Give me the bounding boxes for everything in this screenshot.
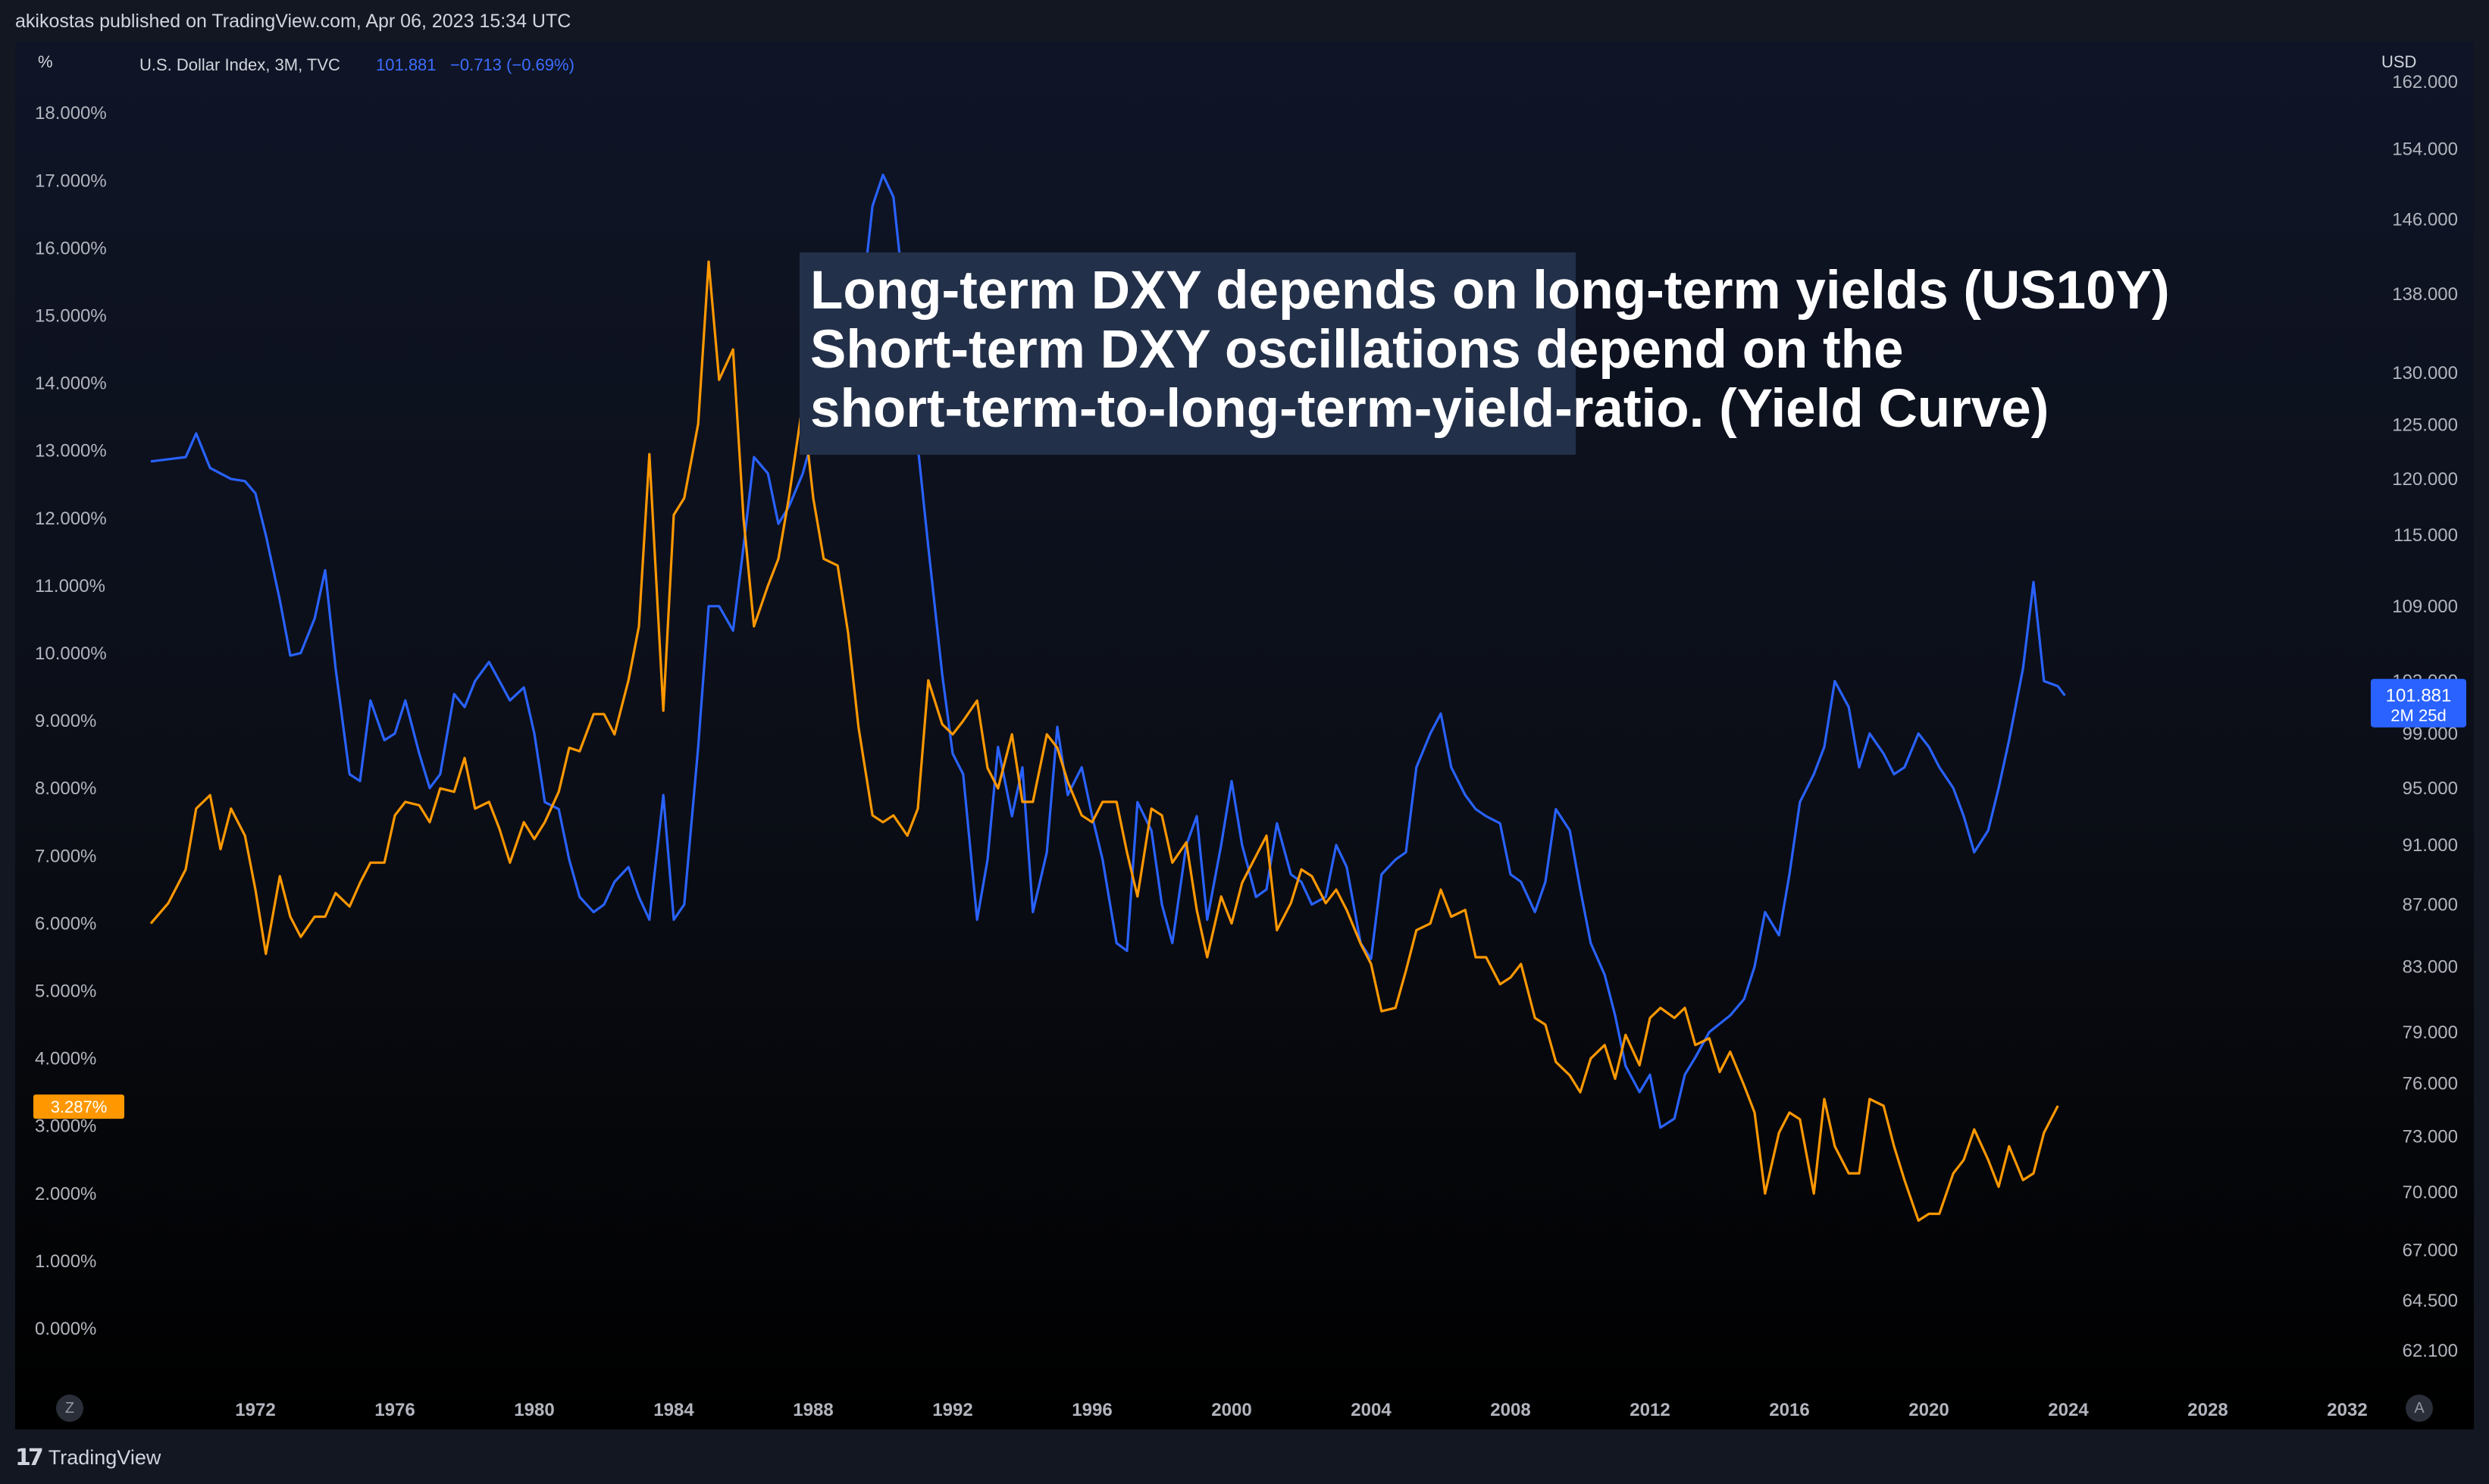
time-tick-label: 1976 bbox=[374, 1400, 415, 1420]
chart-svg[interactable]: 18.000% 17.000% 16.000% 15.000% 14.000% 13.00… bbox=[15, 8, 2474, 1429]
left-tick-label: 15.000% bbox=[35, 306, 107, 327]
time-tick-label: 2008 bbox=[1490, 1400, 1530, 1420]
left-tick-label: 13.000% bbox=[35, 441, 107, 462]
time-tick-label: 2032 bbox=[2327, 1400, 2367, 1420]
time-tick-label: 1988 bbox=[793, 1400, 833, 1420]
right-tick-label: 138.000 bbox=[2392, 284, 2458, 305]
left-tick-label: 0.000% bbox=[35, 1319, 96, 1339]
left-tick-label: 16.000% bbox=[35, 238, 107, 258]
right-axis-unit: USD bbox=[2381, 52, 2416, 71]
right-tick-label: 146.000 bbox=[2392, 210, 2458, 230]
series-line-us10y[interactable] bbox=[149, 260, 2059, 1222]
left-tick-label: 11.000% bbox=[35, 576, 105, 596]
us10y-last-price-label: 3.287% bbox=[51, 1097, 108, 1116]
right-tick-label: 109.000 bbox=[2392, 596, 2458, 617]
published-info: akikostas published on TradingView.com, … bbox=[15, 11, 571, 32]
series-layer bbox=[149, 174, 2066, 1222]
time-tick-label: 1996 bbox=[1072, 1400, 1112, 1420]
time-tick-label: 2004 bbox=[1351, 1400, 1392, 1420]
right-tick-label: 130.000 bbox=[2392, 363, 2458, 384]
left-price-axis[interactable]: 18.000% 17.000% 16.000% 15.000% 14.000% 13.00… bbox=[35, 103, 107, 1339]
dxy-last-price-box bbox=[2371, 678, 2466, 728]
right-price-axis[interactable]: 170.000162.000154.000146.000138.000130.0… bbox=[2392, 8, 2458, 1361]
auto-scale-left-button[interactable]: Z bbox=[56, 1395, 83, 1422]
right-tick-label: 79.000 bbox=[2403, 1022, 2458, 1043]
auto-scale-right-button[interactable]: A bbox=[2406, 1395, 2433, 1422]
top-bar: akikostas published on TradingView.com, … bbox=[0, 0, 2489, 42]
left-tick-label: 2.000% bbox=[35, 1184, 96, 1204]
time-tick-label: 2028 bbox=[2187, 1400, 2228, 1420]
time-tick-label: 2000 bbox=[1211, 1400, 1251, 1420]
left-tick-label: 14.000% bbox=[35, 374, 107, 394]
left-tick-label: 9.000% bbox=[35, 711, 96, 731]
time-tick-label: 2024 bbox=[2048, 1400, 2089, 1420]
left-tick-label: 18.000% bbox=[35, 103, 107, 124]
chart-area[interactable]: 18.000% 17.000% 16.000% 15.000% 14.000% 13.00… bbox=[15, 8, 2474, 1429]
right-tick-label: 162.000 bbox=[2392, 72, 2458, 92]
left-tick-label: 4.000% bbox=[35, 1049, 96, 1069]
time-tick-label: 1980 bbox=[514, 1400, 554, 1420]
left-tick-label: 12.000% bbox=[35, 509, 107, 529]
us10y-last-price-box bbox=[33, 1094, 124, 1119]
right-tick-label: 91.000 bbox=[2403, 835, 2458, 856]
dxy-last-price-label: 101.881 bbox=[2386, 686, 2452, 706]
tradingview-brand: TradingView bbox=[48, 1446, 161, 1469]
right-tick-label: 154.000 bbox=[2392, 139, 2458, 159]
tradingview-logo[interactable]: 17 TradingView bbox=[15, 1445, 161, 1471]
right-tick-label: 70.000 bbox=[2403, 1182, 2458, 1203]
right-tick-label: 62.100 bbox=[2403, 1341, 2458, 1361]
right-tick-label: 95.000 bbox=[2403, 778, 2458, 799]
left-tick-label: 7.000% bbox=[35, 846, 96, 866]
annotation-textbox[interactable]: Long-term DXY depends on long-term yield… bbox=[800, 252, 2170, 455]
time-tick-label: 1992 bbox=[932, 1400, 972, 1420]
time-tick-label: 2020 bbox=[1908, 1400, 1949, 1420]
annotation-line-3: short-term-to-long-term-yield-ratio. (Yi… bbox=[810, 379, 2049, 439]
left-tick-label: 6.000% bbox=[35, 913, 96, 934]
right-tick-label: 64.500 bbox=[2403, 1291, 2458, 1311]
tradingview-logo-icon: 17 bbox=[15, 1445, 44, 1471]
time-tick-label: 2016 bbox=[1769, 1400, 1809, 1420]
right-tick-label: 125.000 bbox=[2392, 415, 2458, 436]
annotation-line-1: Long-term DXY depends on long-term yield… bbox=[810, 261, 2170, 321]
footer: 17 TradingView bbox=[0, 1429, 2489, 1484]
series-line-dxy[interactable] bbox=[150, 174, 2066, 1129]
time-axis[interactable]: 1972 1976 1980 1984 1988 1992 1996 2000 2004 2008… bbox=[235, 1400, 2367, 1420]
right-tick-label: 76.000 bbox=[2403, 1073, 2458, 1094]
right-tick-label: 87.000 bbox=[2403, 894, 2458, 915]
time-tick-label: 1984 bbox=[653, 1400, 694, 1420]
left-tick-label: 1.000% bbox=[35, 1251, 96, 1272]
dxy-countdown-label: 2M 25d bbox=[2390, 706, 2446, 725]
left-tick-label: 8.000% bbox=[35, 778, 96, 799]
left-tick-label: 5.000% bbox=[35, 982, 96, 1002]
chart-legend: % USD U.S. Dollar Index, 3M, TVC 101.881… bbox=[38, 52, 2416, 74]
left-axis-unit: % bbox=[38, 52, 53, 71]
left-tick-label: 17.000% bbox=[35, 171, 107, 191]
left-tick-label: 3.000% bbox=[35, 1116, 96, 1137]
time-tick-label: 2012 bbox=[1630, 1400, 1670, 1420]
time-tick-label: 1972 bbox=[235, 1400, 275, 1420]
right-tick-label: 67.000 bbox=[2403, 1240, 2458, 1260]
right-tick-label: 73.000 bbox=[2403, 1127, 2458, 1147]
right-tick-label: 83.000 bbox=[2403, 957, 2458, 978]
legend-symbol: U.S. Dollar Index, 3M, TVC bbox=[139, 55, 340, 74]
legend-change: −0.713 (−0.69%) bbox=[450, 55, 575, 74]
legend-last-value: 101.881 bbox=[376, 55, 437, 74]
right-tick-label: 115.000 bbox=[2394, 525, 2458, 546]
right-tick-label: 120.000 bbox=[2392, 469, 2458, 490]
annotation-line-2: Short-term DXY oscillations depend on th… bbox=[810, 320, 1904, 380]
left-tick-label: 10.000% bbox=[35, 643, 107, 664]
